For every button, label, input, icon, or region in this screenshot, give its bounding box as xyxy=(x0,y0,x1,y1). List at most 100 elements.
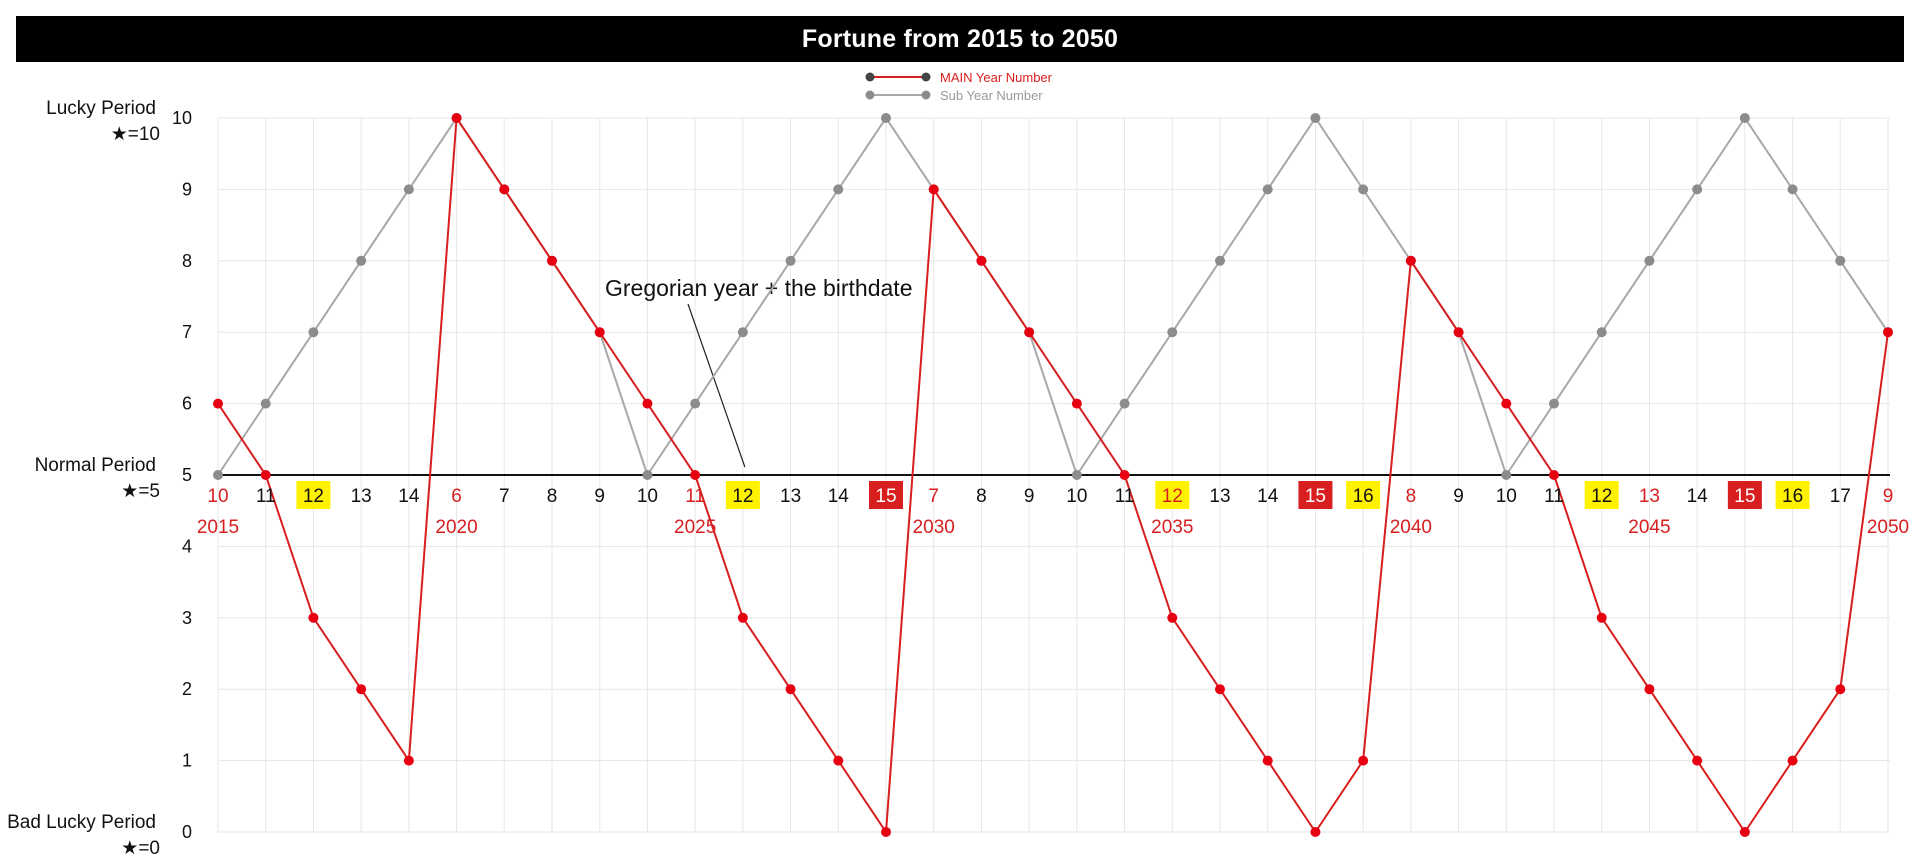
year-label: 2015 xyxy=(197,517,239,538)
main-point xyxy=(1883,327,1893,338)
sub-point xyxy=(213,470,223,480)
sub-point xyxy=(403,184,414,195)
legend: MAIN Year Number Sub Year Number xyxy=(865,70,1053,103)
year-number: 16 xyxy=(1782,486,1803,507)
year-number: 9 xyxy=(1024,486,1035,507)
highlight-box-yellow xyxy=(296,481,331,509)
sub-point xyxy=(1644,255,1655,266)
sub-point xyxy=(1071,470,1082,480)
y-tick-label: 9 xyxy=(182,179,192,199)
period-label-star: ★=0 xyxy=(121,838,160,857)
main-point xyxy=(1739,827,1750,837)
year-number-row: 10 11 12 13 14 6 7 8 9 10 11 12 13 14 15 7 8 9 10 11 12 13 14 1… xyxy=(207,481,1893,509)
annotation-text: Gregorian year + the birthdate xyxy=(605,275,913,301)
main-point xyxy=(1596,612,1607,623)
main-point xyxy=(1358,755,1369,766)
sub-point xyxy=(1835,255,1846,266)
sub-point xyxy=(642,470,653,480)
legend-sub-marker xyxy=(921,90,931,100)
sub-point xyxy=(737,327,748,338)
main-point xyxy=(1167,612,1178,623)
year-number: 17 xyxy=(1830,486,1851,507)
year-number: 8 xyxy=(976,486,987,507)
year-number: 8 xyxy=(1406,486,1417,507)
year-number: 14 xyxy=(398,486,420,507)
highlight-box-red xyxy=(869,481,903,509)
period-label: Bad Lucky Period xyxy=(7,812,156,833)
year-number: 12 xyxy=(732,486,753,507)
year-number: 12 xyxy=(1162,486,1183,507)
year-number: 15 xyxy=(875,486,896,507)
year-number: 9 xyxy=(1883,486,1894,507)
sub-point xyxy=(690,398,701,409)
main-point xyxy=(1119,470,1130,480)
sub-point xyxy=(1692,184,1703,195)
year-number: 12 xyxy=(1591,486,1612,507)
sub-point xyxy=(785,255,796,266)
year-label: 2020 xyxy=(435,517,477,538)
year-number: 12 xyxy=(303,486,324,507)
main-point xyxy=(1835,684,1846,695)
main-point xyxy=(1549,470,1559,480)
year-number: 13 xyxy=(1209,486,1230,507)
highlight-box-red xyxy=(1298,481,1333,509)
year-label: 2035 xyxy=(1151,517,1193,538)
year-number: 10 xyxy=(1066,486,1087,507)
legend-sub-label: Sub Year Number xyxy=(940,88,1043,103)
year-number: 13 xyxy=(1639,486,1660,507)
year-number: 9 xyxy=(1453,486,1464,507)
sub-point xyxy=(881,113,891,123)
main-point xyxy=(499,184,510,195)
sub-year-series xyxy=(213,113,1893,480)
highlight-box-yellow xyxy=(1155,481,1190,509)
main-point xyxy=(260,470,271,480)
main-point xyxy=(1692,755,1703,766)
year-number: 15 xyxy=(1734,486,1755,507)
main-point xyxy=(881,827,891,837)
sub-point xyxy=(833,184,844,195)
y-tick-label: 5 xyxy=(182,465,192,485)
main-point xyxy=(213,398,223,409)
main-point xyxy=(1405,255,1416,266)
chart-title: Fortune from 2015 to 2050 xyxy=(16,16,1904,62)
period-label: Normal Period xyxy=(35,455,156,476)
main-point xyxy=(451,113,462,123)
highlight-box-yellow xyxy=(1775,481,1810,509)
y-tick-label: 4 xyxy=(182,536,192,556)
year-number: 11 xyxy=(685,486,705,507)
year-number: 14 xyxy=(828,486,850,507)
sub-point xyxy=(260,398,271,409)
main-point xyxy=(1024,327,1035,338)
main-line xyxy=(217,115,1889,835)
legend-main-marker xyxy=(865,72,875,82)
year-number: 10 xyxy=(637,486,658,507)
main-point xyxy=(403,755,414,766)
year-label: 2030 xyxy=(913,517,955,538)
legend-main-label: MAIN Year Number xyxy=(940,70,1053,85)
annotation-pointer xyxy=(687,303,746,468)
sub-point xyxy=(356,255,367,266)
sub-point xyxy=(1119,398,1130,409)
year-number: 13 xyxy=(351,486,372,507)
y-tick-label: 1 xyxy=(182,751,192,771)
main-point xyxy=(594,327,605,338)
main-point xyxy=(928,184,939,195)
sub-point xyxy=(1787,184,1798,195)
y-tick-label: 8 xyxy=(182,251,192,271)
year-number: 8 xyxy=(547,486,558,507)
main-point xyxy=(1453,327,1464,338)
y-tick-label: 3 xyxy=(182,608,192,628)
year-label-row: 2015 2020 2025 2030 2035 2040 2045 2050 xyxy=(197,517,1909,538)
main-point xyxy=(785,684,796,695)
sub-point xyxy=(1167,327,1178,338)
main-point xyxy=(356,684,367,695)
year-number: 16 xyxy=(1353,486,1374,507)
year-label: 2050 xyxy=(1867,517,1909,538)
annotation: Gregorian year + the birthdate xyxy=(605,275,913,468)
year-label: 2045 xyxy=(1628,517,1670,538)
year-number: 14 xyxy=(1687,486,1709,507)
y-tick-label: 2 xyxy=(182,679,192,699)
sub-point xyxy=(308,327,319,338)
main-point xyxy=(1501,398,1512,409)
period-label-star: ★=5 xyxy=(121,481,160,502)
